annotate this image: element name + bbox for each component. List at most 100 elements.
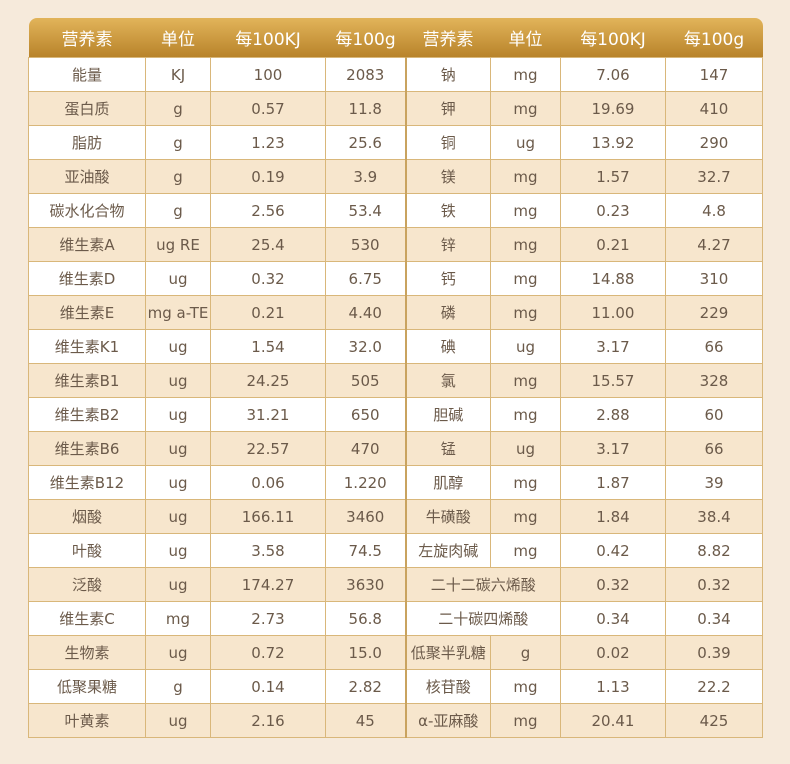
table-cell: 45 xyxy=(325,703,406,738)
table-cell: ug xyxy=(145,703,211,738)
table-cell: 24.25 xyxy=(210,363,326,398)
table-row: 生物素 ug 0.72 15.0 低聚半乳糖 g 0.02 0.39 xyxy=(28,635,763,670)
table-cell: g xyxy=(145,91,211,126)
table-cell: mg xyxy=(490,227,561,262)
table-cell: 铁 xyxy=(404,193,491,228)
table-cell: 碘 xyxy=(404,329,491,364)
table-cell: g xyxy=(145,159,211,194)
table-cell: ug xyxy=(145,397,211,432)
table-cell: 3.17 xyxy=(560,431,666,466)
table-cell: 147 xyxy=(665,57,763,92)
table-cell: 15.0 xyxy=(325,635,406,670)
table-cell: mg xyxy=(490,533,561,568)
table-cell: ug xyxy=(145,261,211,296)
table-cell: 11.8 xyxy=(325,91,406,126)
table-cell: 钠 xyxy=(404,57,491,92)
table-cell: mg xyxy=(490,363,561,398)
table-cell: mg xyxy=(490,669,561,704)
table-cell: 0.23 xyxy=(560,193,666,228)
table-cell: mg xyxy=(490,295,561,330)
table-cell: 维生素B12 xyxy=(28,465,146,500)
table: 营养素 单位 每100KJ 每100g 营养素 单位 每100KJ 每100g 能量 KJ 100… xyxy=(28,18,763,738)
table-cell: 维生素B6 xyxy=(28,431,146,466)
table-row: 维生素E mg a-TE 0.21 4.40 磷 mg 11.00 229 xyxy=(28,295,763,330)
table-cell: 14.88 xyxy=(560,261,666,296)
table-cell: 310 xyxy=(665,261,763,296)
table-row: 维生素A ug RE 25.4 530 锌 mg 0.21 4.27 xyxy=(28,227,763,262)
table-cell: KJ xyxy=(145,57,211,92)
table-cell: 66 xyxy=(665,329,763,364)
table-cell: 32.0 xyxy=(325,329,406,364)
table-cell: 亚油酸 xyxy=(28,159,146,194)
table-cell: 39 xyxy=(665,465,763,500)
table-cell: 叶酸 xyxy=(28,533,146,568)
table-cell: 20.41 xyxy=(560,703,666,738)
table-cell: 174.27 xyxy=(210,567,326,602)
table-cell: 505 xyxy=(325,363,406,398)
table-cell: 2.16 xyxy=(210,703,326,738)
table-row: 维生素B2 ug 31.21 650 胆碱 mg 2.88 60 xyxy=(28,397,763,432)
table-row: 碳水化合物 g 2.56 53.4 铁 mg 0.23 4.8 xyxy=(28,193,763,228)
table-cell: 氯 xyxy=(404,363,491,398)
table-cell: 13.92 xyxy=(560,125,666,160)
header-cell: 每100g xyxy=(325,18,406,58)
table-cell: α-亚麻酸 xyxy=(404,703,491,738)
table-cell: 1.23 xyxy=(210,125,326,160)
table-cell: 1.13 xyxy=(560,669,666,704)
table-cell: ug xyxy=(490,125,561,160)
table-row: 低聚果糖 g 0.14 2.82 核苷酸 mg 1.13 22.2 xyxy=(28,669,763,704)
header-cell: 单位 xyxy=(145,18,211,58)
table-cell: 碳水化合物 xyxy=(28,193,146,228)
table-cell: ug xyxy=(145,363,211,398)
table-cell: 锰 xyxy=(404,431,491,466)
table-cell: 牛磺酸 xyxy=(404,499,491,534)
table-cell: g xyxy=(145,193,211,228)
table-cell: 钾 xyxy=(404,91,491,126)
table-cell: g xyxy=(490,635,561,670)
table-cell: 3.58 xyxy=(210,533,326,568)
table-cell: 56.8 xyxy=(325,601,406,636)
table-cell: 1.220 xyxy=(325,465,406,500)
table-cell: 低聚果糖 xyxy=(28,669,146,704)
table-cell: 2.56 xyxy=(210,193,326,228)
table-cell: 6.75 xyxy=(325,261,406,296)
table-cell: 维生素C xyxy=(28,601,146,636)
table-cell: 2.82 xyxy=(325,669,406,704)
table-cell: 核苷酸 xyxy=(404,669,491,704)
table-row: 叶酸 ug 3.58 74.5 左旋肉碱 mg 0.42 8.82 xyxy=(28,533,763,568)
table-cell: ug xyxy=(490,329,561,364)
table-cell: 2083 xyxy=(325,57,406,92)
table-cell: mg xyxy=(490,159,561,194)
header-cell: 营养素 xyxy=(28,18,146,58)
table-cell: 15.57 xyxy=(560,363,666,398)
table-cell: 低聚半乳糖 xyxy=(404,635,491,670)
header-row: 营养素 单位 每100KJ 每100g 营养素 单位 每100KJ 每100g xyxy=(28,18,763,58)
table-row: 亚油酸 g 0.19 3.9 镁 mg 1.57 32.7 xyxy=(28,159,763,194)
table-cell: 维生素K1 xyxy=(28,329,146,364)
table-cell: 53.4 xyxy=(325,193,406,228)
table-cell: mg xyxy=(490,397,561,432)
table-cell: g xyxy=(145,669,211,704)
table-cell: 166.11 xyxy=(210,499,326,534)
table-row: 维生素K1 ug 1.54 32.0 碘 ug 3.17 66 xyxy=(28,329,763,364)
table-cell: 60 xyxy=(665,397,763,432)
table-cell: 4.40 xyxy=(325,295,406,330)
table-row: 维生素B12 ug 0.06 1.220 肌醇 mg 1.87 39 xyxy=(28,465,763,500)
table-cell: ug RE xyxy=(145,227,211,262)
table-cell: 22.2 xyxy=(665,669,763,704)
table-cell: 维生素B1 xyxy=(28,363,146,398)
table-cell: 3460 xyxy=(325,499,406,534)
table-cell: 25.4 xyxy=(210,227,326,262)
table-cell: 0.57 xyxy=(210,91,326,126)
table-row: 叶黄素 ug 2.16 45 α-亚麻酸 mg 20.41 425 xyxy=(28,703,763,738)
table-cell: 0.32 xyxy=(665,567,763,602)
table-cell: 100 xyxy=(210,57,326,92)
table-cell: ug xyxy=(145,635,211,670)
table-cell: 328 xyxy=(665,363,763,398)
table-cell: 胆碱 xyxy=(404,397,491,432)
table-cell: mg xyxy=(490,193,561,228)
table-cell: ug xyxy=(145,567,211,602)
table-cell: 维生素A xyxy=(28,227,146,262)
table-cell: 3630 xyxy=(325,567,406,602)
table-cell: ug xyxy=(145,431,211,466)
